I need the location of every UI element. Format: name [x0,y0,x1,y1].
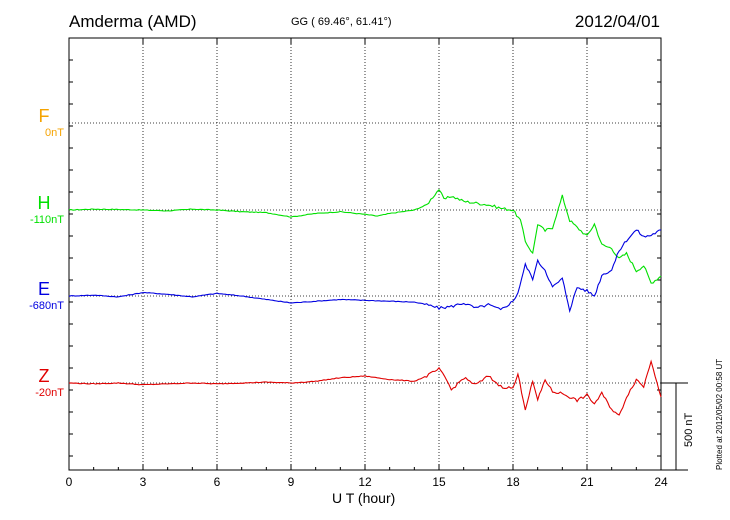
channel-label-e: E -680nT [4,279,64,312]
grid [69,38,661,470]
x-axis-label: U T (hour) [332,490,396,506]
x-ticks: 0 3 6 9 12 15 18 21 24 [66,38,668,489]
channel-name: Z [38,366,50,386]
x-tick-label: 15 [432,475,446,489]
x-tick-label: 9 [288,475,295,489]
x-tick-label: 3 [140,475,147,489]
plotted-timestamp: Plotted at 2012/05/02 00:58 UT [715,358,724,470]
series-line-h [68,188,662,284]
channel-offset: -110nT [29,214,64,226]
channel-name: E [37,279,50,299]
channel-offset: -20nT [35,387,64,399]
scale-bar-label: 500 nT [683,412,695,447]
channel-offset: -680nT [29,300,64,312]
x-tick-label: 6 [214,475,221,489]
x-tick-label: 18 [506,475,520,489]
scale-bar [661,382,688,471]
station-coordinates: GG ( 69.46°, 61.41°) [291,16,392,28]
x-tick-label: 12 [358,475,372,489]
channel-offset: 0nT [45,127,64,139]
channel-label-z: Z -20nT [4,366,64,399]
x-tick-label: 0 [66,475,73,489]
series-line-z [68,359,662,416]
x-tick-label: 24 [654,475,668,489]
x-tick-label: 21 [580,475,594,489]
channel-label-h: H -110nT [4,193,64,226]
series-lines [68,188,662,416]
date-title: 2012/04/01 [574,12,660,31]
series-line-e [68,229,662,314]
station-title: Amderma (AMD) [69,12,197,31]
channel-label-f: F 0nT [4,106,65,139]
channel-name: F [38,106,50,126]
channel-name: H [37,193,51,213]
